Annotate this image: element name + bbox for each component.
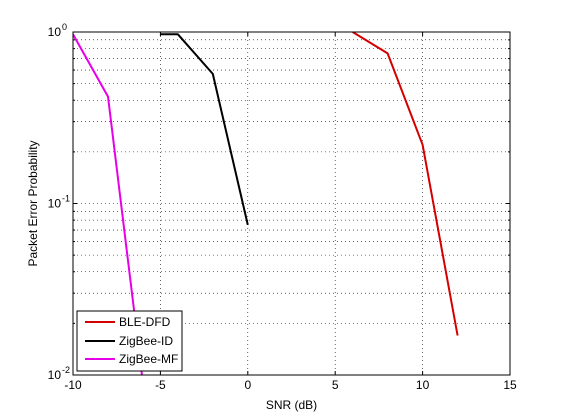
x-tick-label: 5 — [332, 378, 339, 392]
series-line-zigbee-mf — [73, 33, 143, 375]
x-tick-label: -10 — [64, 378, 82, 392]
y-tick-label-base: 10 — [48, 368, 62, 382]
y-tick-label-exponent: 0 — [62, 22, 67, 32]
y-tick-label-exponent: -1 — [62, 194, 70, 204]
legend-label-zigbee-mf: ZigBee-MF — [119, 352, 178, 366]
legend: BLE-DFD ZigBee-ID ZigBee-MF — [76, 310, 183, 372]
y-axis-label: Packet Error Probability — [26, 140, 40, 266]
x-tick-label: 15 — [503, 378, 517, 392]
legend-label-ble-dfd: BLE-DFD — [119, 315, 171, 329]
series-lines — [73, 32, 459, 375]
x-tick-label: -5 — [155, 378, 166, 392]
y-tick-label: 10 -2 — [48, 365, 70, 382]
x-axis-label: SNR (dB) — [266, 398, 317, 412]
x-tick-label: 10 — [416, 378, 430, 392]
y-tick-label-base: 10 — [48, 25, 62, 39]
legend-label-zigbee-id: ZigBee-ID — [119, 334, 173, 348]
x-tick-label: 0 — [244, 378, 251, 392]
y-tick-label: 10 -1 — [48, 194, 70, 211]
y-tick-label-exponent: -2 — [62, 365, 70, 375]
grid — [73, 32, 510, 375]
series-line-ble-dfd — [352, 32, 459, 336]
y-tick-label: 10 0 — [48, 22, 67, 39]
series-line-zigbee-id — [160, 33, 249, 226]
y-tick-label-base: 10 — [48, 197, 62, 211]
